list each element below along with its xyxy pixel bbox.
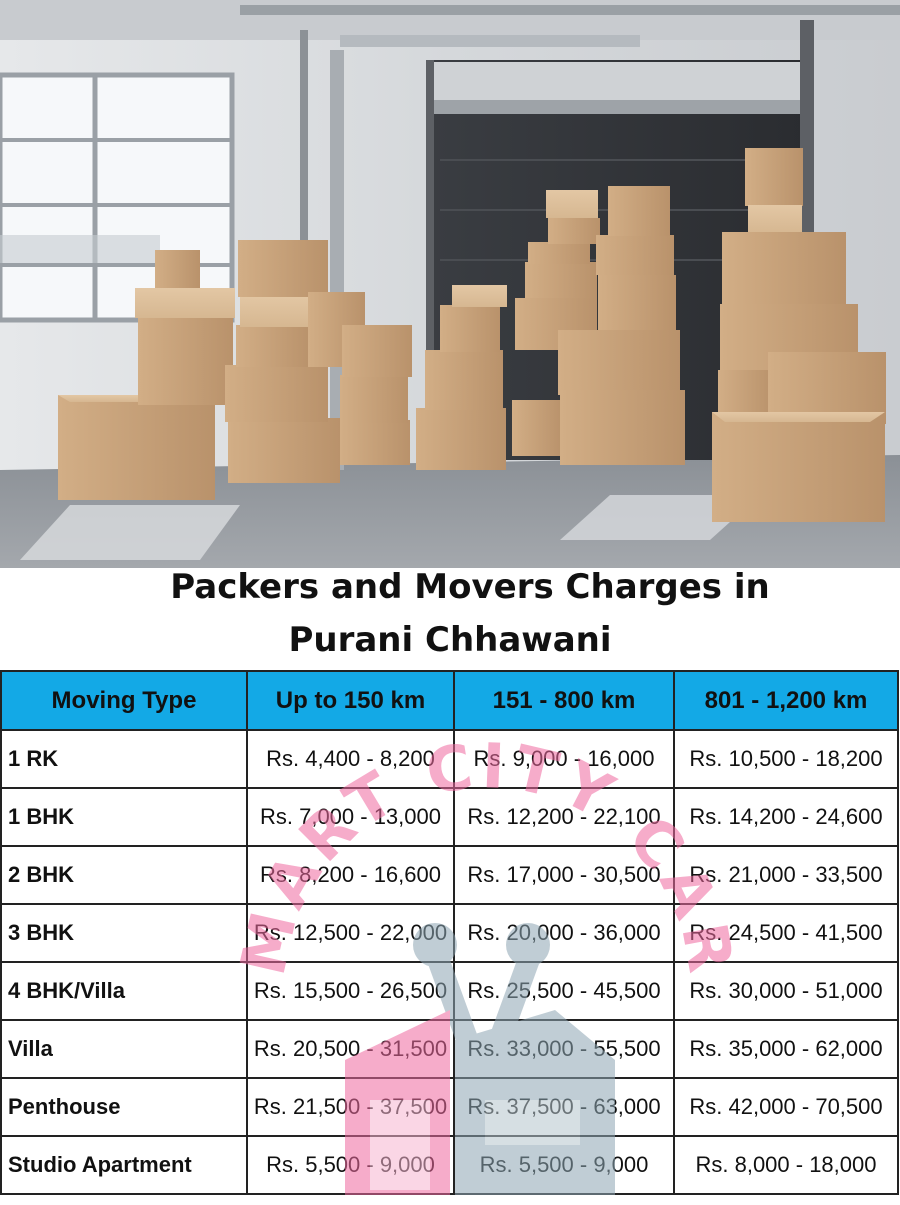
header-moving-type: Moving Type (0, 670, 248, 731)
price-cell: Rs. 14,200 - 24,600 (673, 787, 899, 847)
price-cell: Rs. 21,000 - 33,500 (673, 845, 899, 905)
table-row: 1 RK Rs. 4,400 - 8,200 Rs. 9,000 - 16,00… (0, 729, 899, 789)
price-cell: Rs. 7,000 - 13,000 (246, 787, 455, 847)
table-row: 3 BHK Rs. 12,500 - 22,000 Rs. 20,000 - 3… (0, 903, 899, 963)
warehouse-boxes-photo (0, 0, 900, 568)
price-cell: Rs. 35,000 - 62,000 (673, 1019, 899, 1079)
price-cell: Rs. 37,500 - 63,000 (453, 1077, 675, 1137)
price-cell: Rs. 24,500 - 41,500 (673, 903, 899, 963)
table-row: Studio Apartment Rs. 5,500 - 9,000 Rs. 5… (0, 1135, 899, 1195)
header-up-to-150-km: Up to 150 km (246, 670, 455, 731)
moving-type-cell: Studio Apartment (0, 1135, 248, 1195)
moving-type-cell: 3 BHK (0, 903, 248, 963)
table-row: Penthouse Rs. 21,500 - 37,500 Rs. 37,500… (0, 1077, 899, 1137)
header-801-1200-km: 801 - 1,200 km (673, 670, 899, 731)
price-cell: Rs. 12,500 - 22,000 (246, 903, 455, 963)
price-cell: Rs. 9,000 - 16,000 (453, 729, 675, 789)
price-cell: Rs. 10,500 - 18,200 (673, 729, 899, 789)
price-cell: Rs. 33,000 - 55,500 (453, 1019, 675, 1079)
price-cell: Rs. 15,500 - 26,500 (246, 961, 455, 1021)
price-cell: Rs. 5,500 - 9,000 (246, 1135, 455, 1195)
price-cell: Rs. 4,400 - 8,200 (246, 729, 455, 789)
price-cell: Rs. 42,000 - 70,500 (673, 1077, 899, 1137)
price-cell: Rs. 17,000 - 30,500 (453, 845, 675, 905)
title-line-1: Packers and Movers Charges in (170, 567, 770, 607)
title-line-2: Purani Chhawani (288, 620, 612, 660)
table-row: 2 BHK Rs. 8,200 - 16,600 Rs. 17,000 - 30… (0, 845, 899, 905)
table-header-row: Moving Type Up to 150 km 151 - 800 km 80… (0, 670, 899, 731)
table-row: Villa Rs. 20,500 - 31,500 Rs. 33,000 - 5… (0, 1019, 899, 1079)
price-cell: Rs. 8,000 - 18,000 (673, 1135, 899, 1195)
moving-type-cell: 4 BHK/Villa (0, 961, 248, 1021)
charges-table: Moving Type Up to 150 km 151 - 800 km 80… (0, 670, 900, 1200)
table-row: 1 BHK Rs. 7,000 - 13,000 Rs. 12,200 - 22… (0, 787, 899, 847)
price-cell: Rs. 8,200 - 16,600 (246, 845, 455, 905)
moving-type-cell: 1 BHK (0, 787, 248, 847)
price-cell: Rs. 21,500 - 37,500 (246, 1077, 455, 1137)
price-cell: Rs. 25,500 - 45,500 (453, 961, 675, 1021)
page-title: Packers and Movers Charges in Purani Chh… (0, 568, 900, 670)
moving-type-cell: 2 BHK (0, 845, 248, 905)
moving-type-cell: 1 RK (0, 729, 248, 789)
table-row: 4 BHK/Villa Rs. 15,500 - 26,500 Rs. 25,5… (0, 961, 899, 1021)
price-cell: Rs. 20,000 - 36,000 (453, 903, 675, 963)
moving-type-cell: Villa (0, 1019, 248, 1079)
price-cell: Rs. 12,200 - 22,100 (453, 787, 675, 847)
moving-type-cell: Penthouse (0, 1077, 248, 1137)
price-cell: Rs. 30,000 - 51,000 (673, 961, 899, 1021)
price-cell: Rs. 20,500 - 31,500 (246, 1019, 455, 1079)
price-cell: Rs. 5,500 - 9,000 (453, 1135, 675, 1195)
header-151-800-km: 151 - 800 km (453, 670, 675, 731)
